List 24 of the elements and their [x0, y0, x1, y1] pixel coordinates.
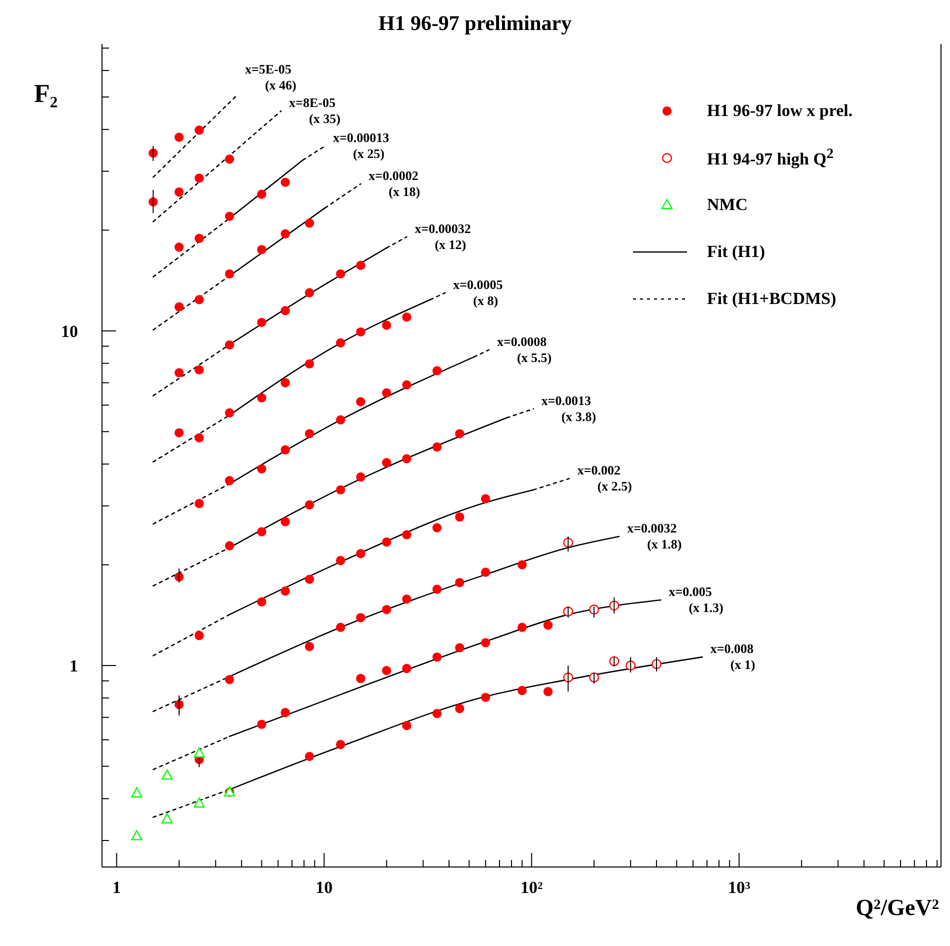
x-tick-label: 10 — [316, 878, 333, 897]
x-tick-label: 1 — [112, 878, 121, 897]
y-axis-title: F₂ — [34, 79, 58, 108]
annotation: x=0.0002 (x 18) — [368, 168, 420, 199]
annotation: x=0.0032 (x 1.8) — [627, 520, 682, 552]
legend-label: Fit (H1) — [707, 242, 766, 262]
annotation: x=0.00032 (x 12) — [414, 220, 471, 252]
annotation: x=0.008 (x 1) — [710, 641, 756, 672]
x-tick-label: 10$^{2}$ — [520, 878, 543, 897]
annotation: x=0.0005 (x 8) — [453, 276, 504, 308]
annotation: x=0.0008 (x 5.5) — [496, 334, 552, 365]
annotation: x=5E-05 (x 46) — [244, 61, 296, 92]
legend-label: Fit (H1+BCDMS) — [707, 288, 836, 308]
annotation: x=0.00013 (x 25) — [333, 130, 390, 161]
annotation: x=0.005 (x 1.3) — [668, 584, 724, 615]
legend-label: H1 96-97 low x prel. — [707, 100, 853, 120]
x-tick-label: 10$^{3}$ — [728, 878, 750, 897]
legend-label: NMC — [707, 194, 748, 214]
annotation: x=0.0013 (x 3.8) — [541, 392, 596, 424]
legend-label: H1 94-97 high Q$^{2}$ — [707, 146, 834, 170]
x-axis-title: Q$^{2}$/GeV$^{2}$ — [856, 895, 939, 920]
annotation: x=8E-05 (x 35) — [289, 95, 340, 126]
chart-title: H1 96-97 preliminary — [377, 10, 573, 37]
annotation: x=0.002 (x 2.5) — [577, 462, 632, 494]
